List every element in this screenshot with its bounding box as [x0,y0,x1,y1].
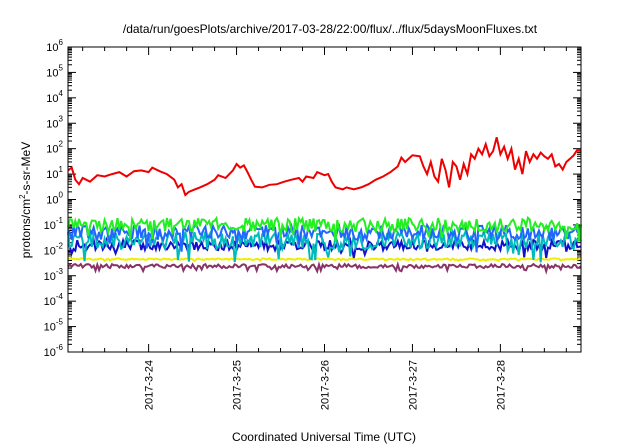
plot-frame [67,46,582,353]
series-layer [67,137,582,275]
y-tick-base: 10 [44,245,56,257]
series-line [67,137,582,197]
series-line [68,257,582,263]
series-line [67,215,582,242]
y-tick-base: 10 [44,347,56,359]
y-tick-label: 10-5 [44,318,64,334]
y-tick-exponent: 4 [59,89,64,98]
x-axis-label: Coordinated Universal Time (UTC) [232,430,416,444]
y-tick-base: 10 [46,42,58,54]
y-tick-label: 10-3 [44,267,64,283]
y-tick-base: 10 [46,144,58,156]
y-tick-label: 101 [46,165,63,181]
x-tick-label: 2017-3-28 [495,360,507,410]
y-tick-base: 10 [46,118,58,130]
y-axis-label-main: protons/cm [19,199,33,258]
y-tick-label: 10-4 [44,292,64,308]
y-tick-base: 10 [44,220,56,232]
chart-title: /data/run/goesPlots/archive/2017-03-28/2… [123,22,538,36]
y-tick-base: 10 [46,195,58,207]
x-tick-label: 2017-3-27 [407,360,419,410]
y-axis-label-sup: 2 [18,194,27,199]
y-tick-label: 10-1 [44,216,64,232]
y-tick-exponent: -2 [56,241,64,250]
x-tick-label: 2017-3-26 [320,360,332,410]
y-tick-exponent: -5 [56,318,64,327]
y-tick-label: 100 [46,191,63,207]
y-tick-label: 104 [46,89,63,105]
y-tick-exponent: -1 [56,216,64,225]
y-tick-label: 10-6 [44,343,64,359]
x-axis-ticks: 2017-3-24 2017-3-25 2017-3-26 2017-3-27 2017… [82,47,567,410]
series-line [67,228,582,263]
y-tick-exponent: 0 [59,191,64,200]
y-tick-base: 10 [46,67,58,79]
y-tick-base: 10 [44,322,56,334]
y-tick-label: 105 [46,63,63,79]
y-tick-label: 106 [46,38,63,54]
y-tick-exponent: 1 [59,165,64,174]
y-tick-base: 10 [44,296,56,308]
y-tick-exponent: 5 [59,63,64,72]
series-line [67,260,582,275]
y-tick-exponent: 3 [59,114,64,123]
y-tick-exponent: -6 [56,343,64,352]
y-tick-base: 10 [46,169,58,181]
x-tick-label: 2017-3-24 [144,360,156,410]
y-tick-label: 103 [46,114,63,130]
y-axis-label-rest: -s-sr-MeV [19,142,33,195]
y-tick-base: 10 [46,93,58,105]
y-tick-label: 102 [46,140,63,156]
y-tick-exponent: -4 [56,292,64,301]
y-tick-label: 10-2 [44,241,64,257]
y-tick-exponent: 6 [59,38,64,47]
y-tick-exponent: 2 [59,140,64,149]
y-axis-ticks: 10-610-510-410-310-210-11001011021031041… [44,38,581,359]
y-tick-exponent: -3 [56,267,64,276]
series-line [67,236,582,259]
y-axis-label: protons/cm2-s-sr-MeV [18,142,33,258]
x-tick-label: 2017-3-25 [232,360,244,410]
y-tick-base: 10 [44,271,56,283]
